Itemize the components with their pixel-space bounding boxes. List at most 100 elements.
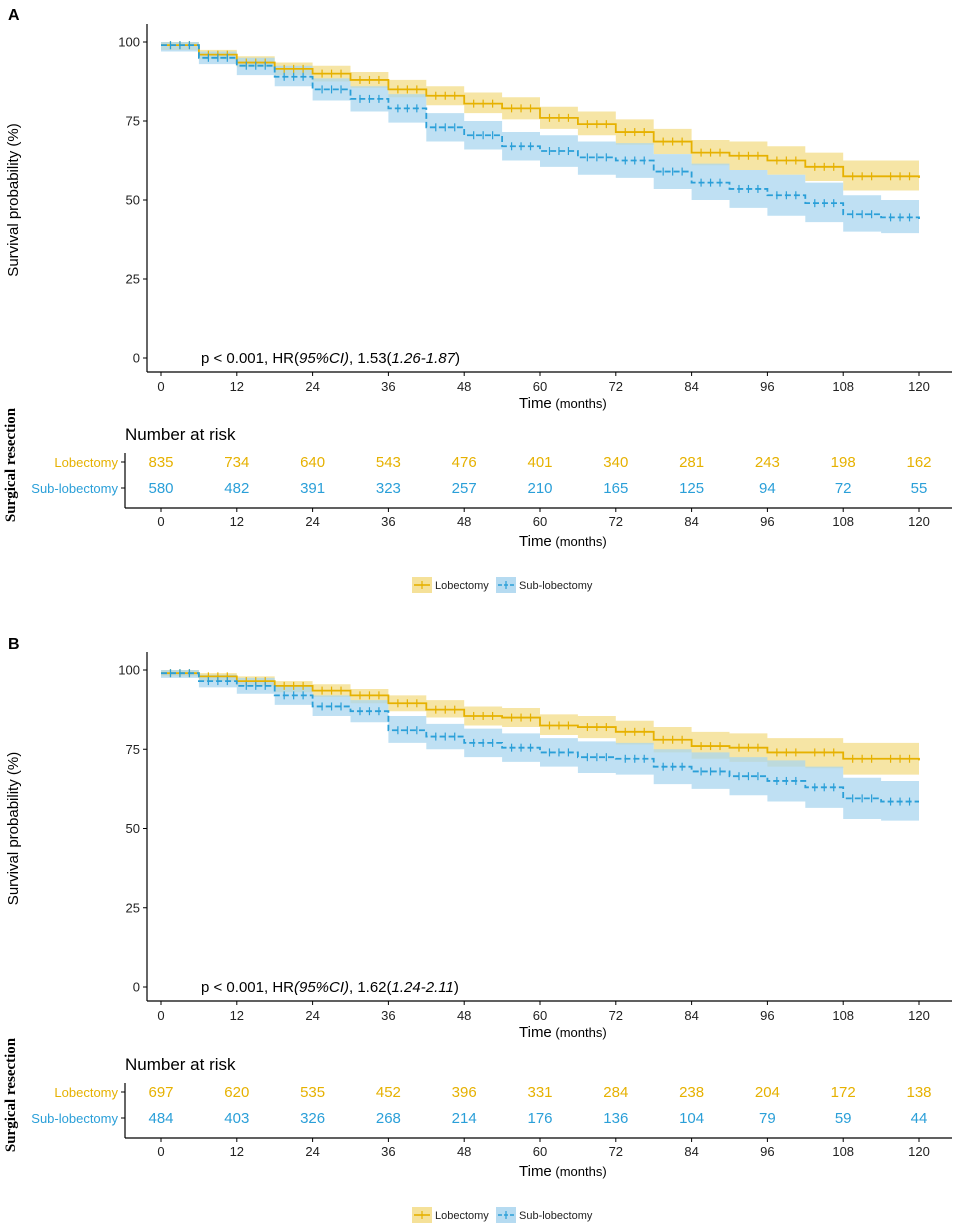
hr-annotation: p < 0.001, HR(95%CI), 1.62(1.24-2.11)	[201, 979, 459, 996]
risk-value: 543	[376, 454, 401, 471]
risk-x-axis-title-unit: (months)	[552, 534, 607, 549]
risk-x-axis-title-main: Time	[519, 533, 552, 550]
risk-value: 198	[831, 454, 856, 471]
y-tick-label: 50	[126, 193, 140, 208]
y-tick-label: 100	[118, 35, 140, 50]
y-axis-title: Survival probability (%)	[5, 123, 22, 276]
hr-annotation-part: p < 0.001	[201, 979, 264, 996]
risk-x-tick-label: 96	[760, 1144, 774, 1159]
risk-x-tick-label: 60	[533, 514, 547, 529]
x-tick-label: 0	[157, 1008, 164, 1023]
risk-table-title: Number at risk	[125, 425, 236, 444]
risk-value: 535	[300, 1084, 325, 1101]
risk-x-tick-label: 12	[230, 514, 244, 529]
y-tick-label: 100	[118, 663, 140, 678]
risk-x-axis-title-unit: (months)	[552, 1164, 607, 1179]
hr-annotation-part: p < 0.001	[201, 350, 264, 367]
x-tick-label: 48	[457, 1008, 471, 1023]
x-tick-label: 36	[381, 379, 395, 394]
risk-x-axis-title: Time (months)	[519, 1163, 607, 1180]
risk-value: 138	[906, 1084, 931, 1101]
x-axis-title: Time (months)	[519, 1024, 607, 1041]
risk-value: 55	[911, 480, 928, 497]
risk-value: 44	[911, 1110, 928, 1127]
risk-x-tick-label: 0	[157, 514, 164, 529]
risk-x-tick-label: 108	[832, 514, 854, 529]
y-tick-label: 25	[126, 272, 140, 287]
risk-x-tick-label: 24	[305, 514, 319, 529]
risk-value: 210	[527, 480, 552, 497]
risk-value: 214	[452, 1110, 477, 1127]
risk-value: 580	[148, 480, 173, 497]
strata-title: Surgical resection	[3, 407, 19, 522]
x-axis-title-unit: (months)	[552, 1025, 607, 1040]
risk-x-tick-label: 48	[457, 1144, 471, 1159]
y-tick-label: 0	[133, 980, 140, 995]
risk-value: 476	[452, 454, 477, 471]
x-axis-title-main: Time	[519, 1024, 552, 1041]
x-tick-label: 96	[760, 379, 774, 394]
risk-x-axis-title: Time (months)	[519, 533, 607, 550]
hr-annotation-part: , 1.62(	[349, 979, 392, 996]
risk-value: 284	[603, 1084, 628, 1101]
risk-x-tick-label: 24	[305, 1144, 319, 1159]
risk-value: 452	[376, 1084, 401, 1101]
hr-annotation-part: , 1.53(	[349, 350, 392, 367]
x-axis-title-unit: (months)	[552, 396, 607, 411]
x-tick-label: 120	[908, 1008, 930, 1023]
risk-value: 165	[603, 480, 628, 497]
risk-x-tick-label: 84	[684, 1144, 698, 1159]
risk-value: 94	[759, 480, 776, 497]
x-tick-label: 72	[609, 1008, 623, 1023]
x-tick-label: 96	[760, 1008, 774, 1023]
x-axis-title: Time (months)	[519, 395, 607, 412]
x-tick-label: 24	[305, 1008, 319, 1023]
risk-x-tick-label: 84	[684, 514, 698, 529]
risk-value: 59	[835, 1110, 852, 1127]
x-tick-label: 84	[684, 379, 698, 394]
risk-table: Number at risk Surgical resection Lobectom…	[3, 407, 952, 550]
risk-x-tick-label: 120	[908, 1144, 930, 1159]
risk-value: 281	[679, 454, 704, 471]
risk-x-tick-label: 108	[832, 1144, 854, 1159]
hr-annotation-part: (95%CI)	[294, 979, 349, 996]
risk-value: 396	[452, 1084, 477, 1101]
y-tick-label: 0	[133, 351, 140, 366]
x-tick-label: 12	[230, 379, 244, 394]
risk-row-label: Lobectomy	[54, 455, 118, 470]
x-tick-label: 48	[457, 379, 471, 394]
x-tick-label: 0	[157, 379, 164, 394]
legend: Lobectomy Sub-lobectomy	[412, 577, 593, 593]
risk-value: 401	[527, 454, 552, 471]
risk-value: 162	[906, 454, 931, 471]
risk-x-axis-title-main: Time	[519, 1163, 552, 1180]
risk-value: 640	[300, 454, 325, 471]
risk-x-tick-label: 72	[609, 514, 623, 529]
km-panel-a: A Survival probability (%) 0 25 50 75 100 0 12 24…	[3, 7, 952, 593]
risk-x-tick-label: 36	[381, 514, 395, 529]
risk-value: 340	[603, 454, 628, 471]
survival-curve-sub-lobectomy	[161, 44, 920, 219]
risk-x-tick-label: 96	[760, 514, 774, 529]
risk-value: 72	[835, 480, 852, 497]
risk-row-label: Sub-lobectomy	[31, 1111, 118, 1126]
legend-label: Lobectomy	[435, 1210, 489, 1222]
risk-value: 620	[224, 1084, 249, 1101]
strata-title: Surgical resection	[3, 1037, 19, 1152]
risk-value: 323	[376, 480, 401, 497]
risk-value: 391	[300, 480, 325, 497]
risk-value: 697	[148, 1084, 173, 1101]
ci-band-sub-lobectomy	[161, 670, 919, 821]
y-tick-label: 25	[126, 900, 140, 915]
x-axis-title-main: Time	[519, 395, 552, 412]
km-panel-b: B Survival probability (%) 0 25 50 75 100 0 12 24…	[3, 636, 952, 1223]
risk-value: 326	[300, 1110, 325, 1127]
risk-value: 136	[603, 1110, 628, 1127]
risk-value: 257	[452, 480, 477, 497]
x-tick-label: 84	[684, 1008, 698, 1023]
risk-value: 268	[376, 1110, 401, 1127]
hr-annotation-part: 1.24-2.11	[392, 979, 454, 996]
x-tick-label: 108	[832, 1008, 854, 1023]
risk-table: Number at risk Surgical resection Lobectom…	[3, 1037, 952, 1180]
